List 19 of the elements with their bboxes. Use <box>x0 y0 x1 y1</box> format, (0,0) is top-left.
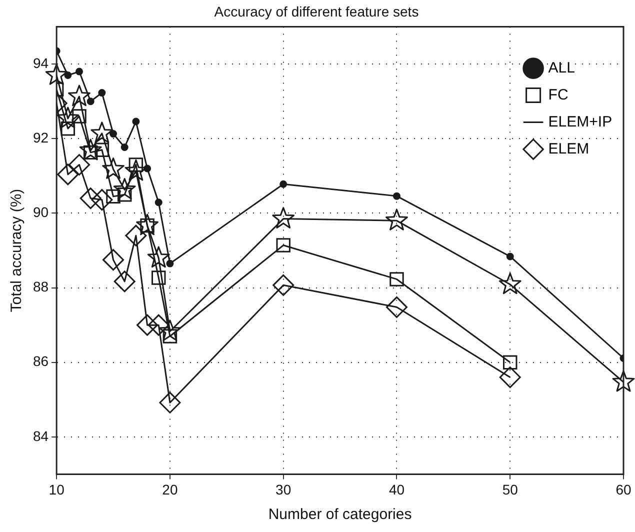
x-tick-label: 40 <box>388 481 405 498</box>
legend-label: ELEM <box>548 140 590 158</box>
y-axis-title: Total accuracy (%) <box>8 188 26 312</box>
x-axis-title: Number of categories <box>268 506 412 524</box>
y-tick-label: 90 <box>32 204 49 220</box>
x-tick-label: 60 <box>616 481 632 498</box>
y-tick-label: 92 <box>32 130 49 146</box>
legend-label: FC <box>548 86 568 104</box>
y-tick-label: 86 <box>32 353 49 370</box>
chart-title: Accuracy of different feature sets <box>214 3 419 20</box>
y-tick-label: 84 <box>32 428 49 444</box>
x-tick-label: 50 <box>502 481 518 498</box>
x-tick-label: 10 <box>48 481 65 498</box>
x-tick-label: 20 <box>162 481 178 498</box>
y-tick-label: 94 <box>32 54 49 71</box>
y-tick-label: 88 <box>32 278 49 295</box>
legend-label: ALL <box>548 59 575 76</box>
x-tick-label: 30 <box>276 481 292 498</box>
legend-label: ELEM+IP <box>548 113 612 130</box>
